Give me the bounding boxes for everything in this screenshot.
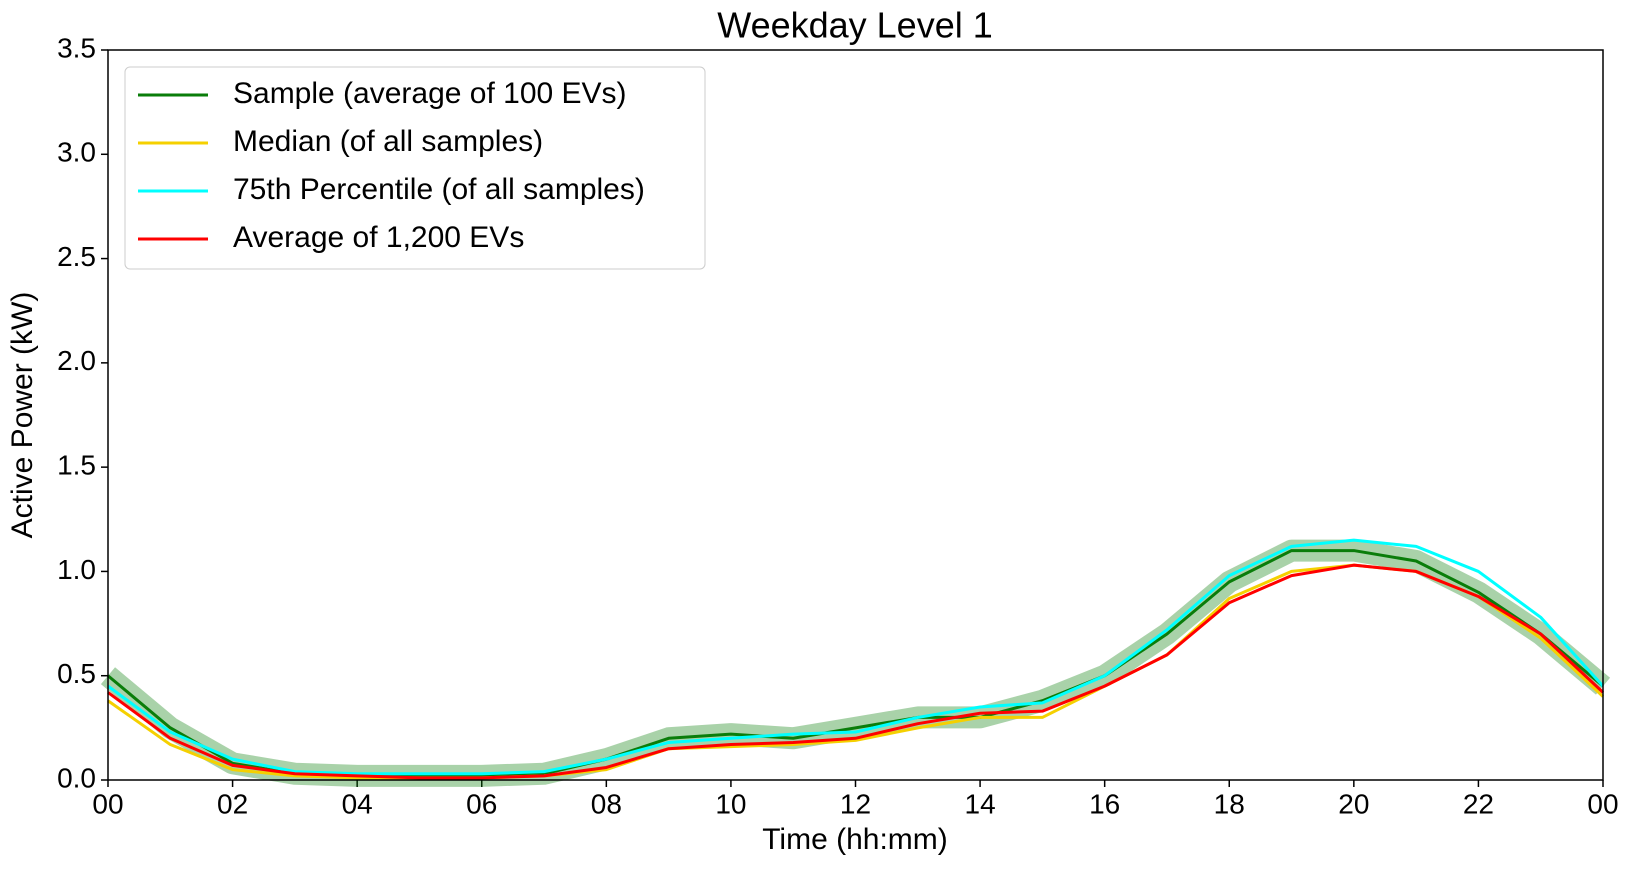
- series-line: [107, 538, 1605, 776]
- series-line: [107, 549, 1604, 778]
- legend-label: Median (of all samples): [233, 125, 543, 158]
- x-tick-label: 20: [1338, 788, 1369, 819]
- series-line: [107, 563, 1605, 780]
- y-tick-label: 2.5: [57, 241, 96, 272]
- x-tick-label: 22: [1463, 788, 1494, 819]
- legend-box: [124, 66, 706, 270]
- x-tick-label: 04: [342, 788, 373, 819]
- y-axis-label: Active Power (kW): [6, 292, 39, 539]
- x-tick-label: 10: [715, 788, 746, 819]
- x-tick-label: 00: [1587, 788, 1618, 819]
- x-axis-label: Time (hh:mm): [762, 823, 948, 856]
- y-tick-label: 3.0: [57, 137, 96, 168]
- legend-label: 75th Percentile (of all samples): [233, 173, 645, 206]
- y-tick-label: 0.0: [57, 762, 96, 793]
- x-tick-label: 08: [591, 788, 622, 819]
- y-tick-label: 3.5: [57, 32, 96, 63]
- x-tick-label: 18: [1214, 788, 1245, 819]
- x-tick-label: 14: [965, 788, 996, 819]
- series-band: [100, 539, 1611, 787]
- legend-label: Sample (average of 100 EVs): [233, 77, 627, 110]
- x-tick-label: 00: [92, 788, 123, 819]
- x-tick-label: 12: [840, 788, 871, 819]
- y-tick-label: 0.5: [57, 658, 96, 689]
- x-tick-label: 02: [217, 788, 248, 819]
- series-line: [107, 563, 1605, 780]
- y-tick-label: 1.5: [57, 450, 96, 481]
- plot-frame: [107, 49, 1604, 781]
- chart-title: Weekday Level 1: [717, 5, 993, 46]
- y-tick-label: 1.0: [57, 554, 96, 585]
- y-tick-label: 2.0: [57, 345, 96, 376]
- x-tick-label: 16: [1089, 788, 1120, 819]
- x-tick-label: 06: [466, 788, 497, 819]
- legend-label: Average of 1,200 EVs: [233, 221, 524, 254]
